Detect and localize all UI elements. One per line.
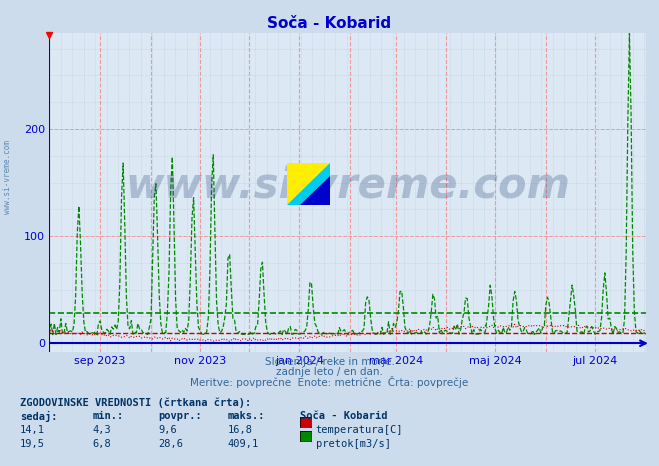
Text: www.si-vreme.com: www.si-vreme.com	[125, 165, 570, 207]
Polygon shape	[300, 176, 330, 205]
Text: 14,1: 14,1	[20, 425, 45, 435]
Text: povpr.:: povpr.:	[158, 411, 202, 421]
Text: 16,8: 16,8	[227, 425, 252, 435]
Text: zadnje leto / en dan.: zadnje leto / en dan.	[276, 367, 383, 377]
Text: maks.:: maks.:	[227, 411, 265, 421]
Text: 409,1: 409,1	[227, 439, 258, 449]
Polygon shape	[287, 163, 330, 205]
Text: 28,6: 28,6	[158, 439, 183, 449]
Text: 9,6: 9,6	[158, 425, 177, 435]
Text: Meritve: povprečne  Enote: metrične  Črta: povprečje: Meritve: povprečne Enote: metrične Črta:…	[190, 376, 469, 388]
Text: pretok[m3/s]: pretok[m3/s]	[316, 439, 391, 449]
Text: Slovenija / reke in morje.: Slovenija / reke in morje.	[264, 357, 395, 367]
Text: ZGODOVINSKE VREDNOSTI (črtkana črta):: ZGODOVINSKE VREDNOSTI (črtkana črta):	[20, 397, 251, 408]
Text: Soča - Kobarid: Soča - Kobarid	[268, 16, 391, 31]
Text: 4,3: 4,3	[92, 425, 111, 435]
Text: 6,8: 6,8	[92, 439, 111, 449]
Text: 19,5: 19,5	[20, 439, 45, 449]
Text: min.:: min.:	[92, 411, 123, 421]
Text: sedaj:: sedaj:	[20, 411, 57, 422]
Text: www.si-vreme.com: www.si-vreme.com	[3, 140, 13, 214]
Text: Soča - Kobarid: Soča - Kobarid	[300, 411, 387, 421]
Polygon shape	[287, 163, 330, 205]
Text: temperatura[C]: temperatura[C]	[316, 425, 403, 435]
